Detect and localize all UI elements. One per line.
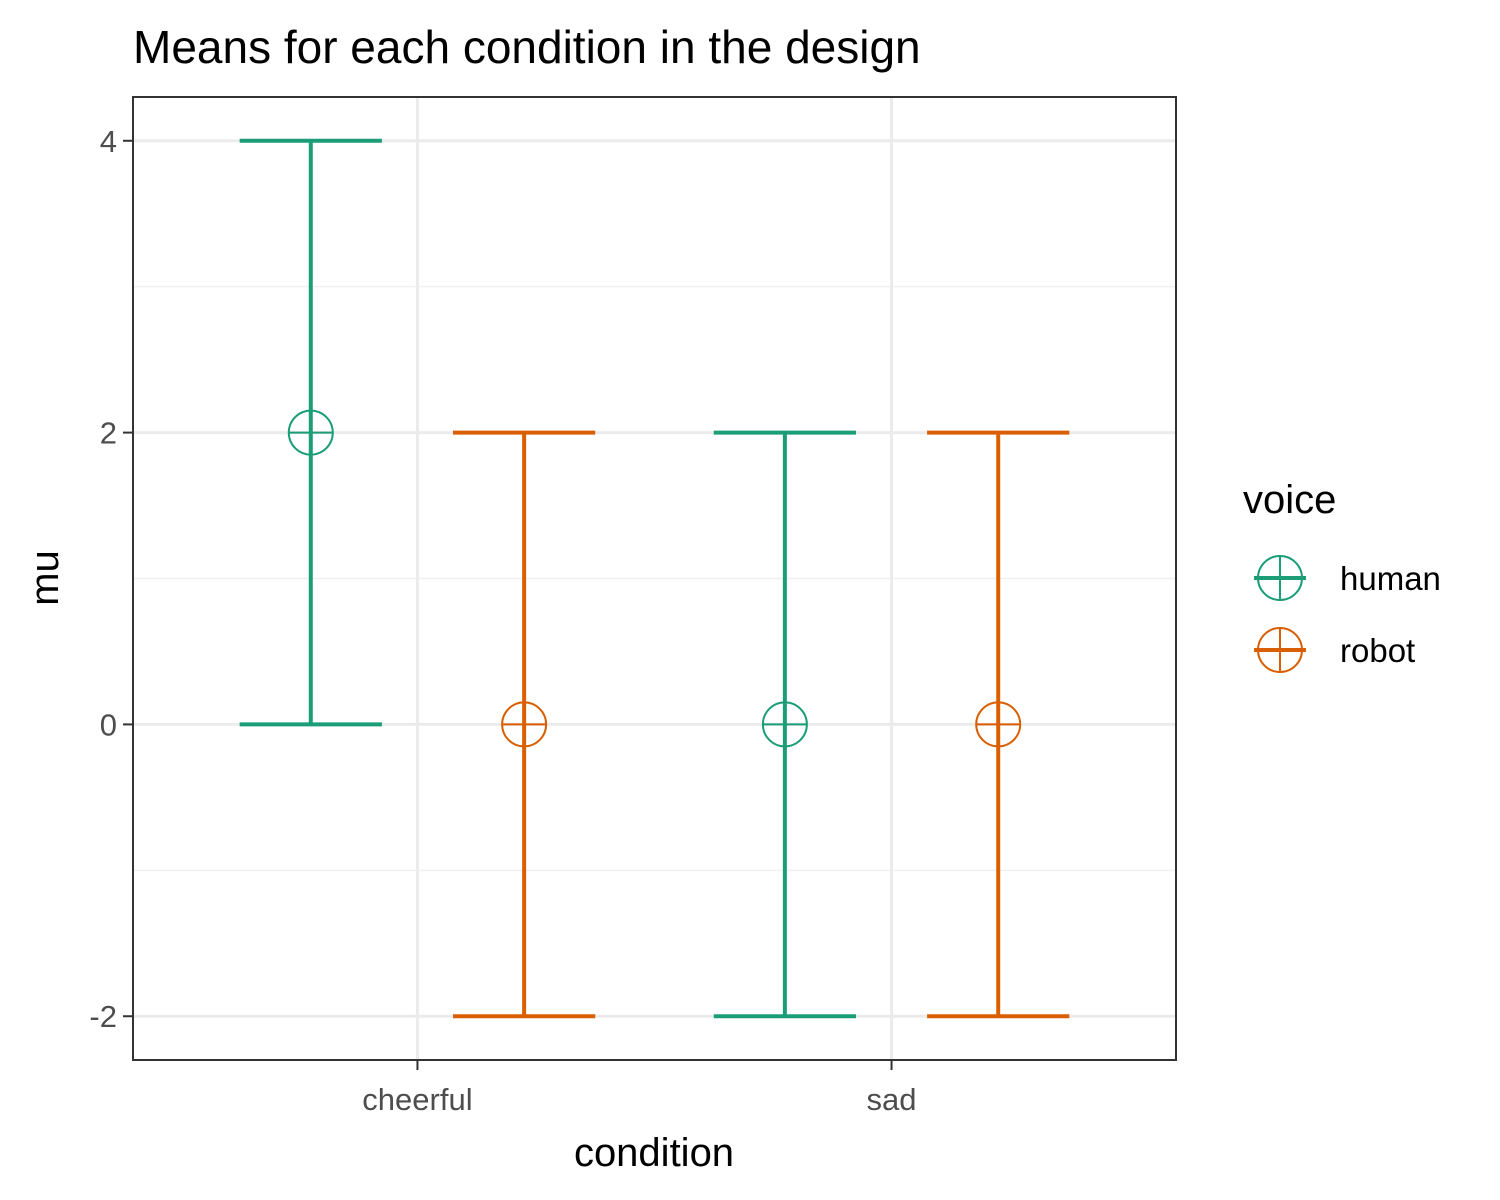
- series-robot: [453, 430, 1070, 1019]
- y-axis-title: mu: [23, 550, 67, 606]
- data-marks: [239, 138, 1070, 1019]
- legend-title: voice: [1243, 478, 1336, 522]
- chart-title: Means for each condition in the design: [133, 21, 921, 73]
- panel-border: [132, 96, 1177, 1061]
- legend: voice human robot: [1243, 478, 1441, 673]
- x-tick-label: cheerful: [362, 1082, 472, 1117]
- y-tick-label: -2: [89, 999, 117, 1034]
- y-tick-label: 2: [100, 416, 117, 451]
- legend-item-robot: robot: [1254, 627, 1415, 673]
- legend-key-circle: [1257, 555, 1303, 601]
- x-axis-title: condition: [574, 1131, 734, 1175]
- grid: [133, 97, 1176, 1060]
- axes: -2 0 2 4 cheerful sad: [89, 124, 916, 1117]
- y-tick-label: 4: [100, 124, 117, 159]
- x-tick-label: sad: [867, 1082, 917, 1117]
- legend-item-human: human: [1254, 555, 1441, 601]
- legend-key-circle: [1257, 627, 1303, 673]
- legend-label: robot: [1340, 632, 1415, 669]
- legend-label: human: [1340, 560, 1441, 597]
- y-tick-label: 0: [100, 707, 117, 742]
- series-human: [239, 138, 856, 1019]
